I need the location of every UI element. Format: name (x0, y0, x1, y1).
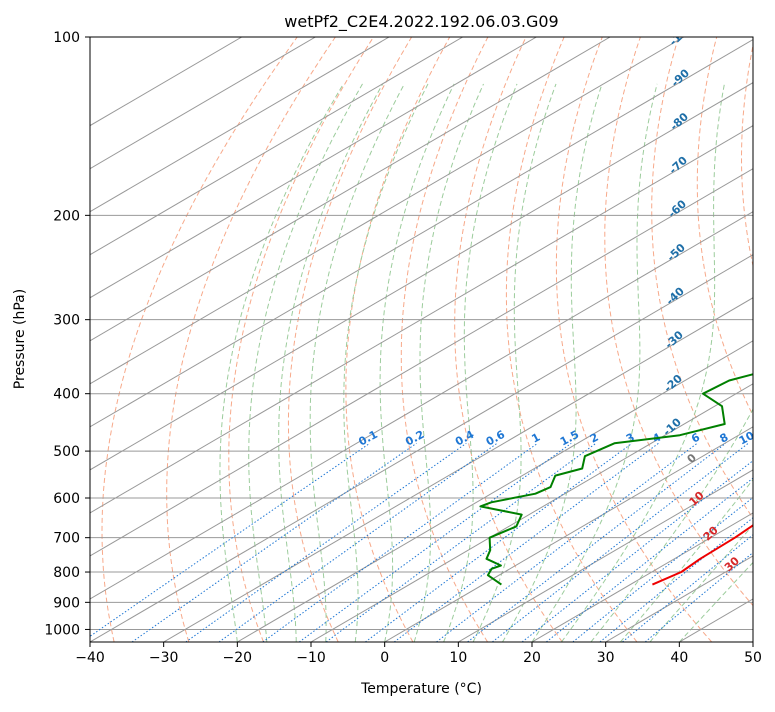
y-tick-label: 900 (53, 595, 80, 611)
x-tick-label: −10 (296, 650, 326, 666)
x-tick-label: 30 (597, 650, 615, 666)
moist-adiabat (532, 84, 657, 642)
moist-adiabat (473, 84, 556, 642)
mixing-ratio-line (600, 443, 775, 642)
mixing-ratio-label: 3 (624, 431, 637, 446)
y-tick-label: 500 (53, 444, 80, 460)
isotherm-gridline (532, 37, 775, 642)
isotherm-label: 0 (685, 451, 700, 466)
x-tick-label: −20 (223, 650, 253, 666)
isotherm-label: -90 (669, 66, 693, 89)
isotherm-label: 20 (701, 523, 721, 543)
moist-adiabat (414, 84, 483, 642)
mixing-ratio-label: 1.5 (558, 428, 581, 449)
dry-adiabat (697, 37, 775, 642)
mixing-ratio-line (132, 443, 417, 642)
plot-frame (90, 37, 753, 642)
y-tick-label: 200 (53, 208, 80, 224)
x-tick-label: 0 (380, 650, 389, 666)
isotherm-label: -20 (661, 372, 685, 395)
dry-adiabat (102, 37, 297, 642)
chart-title: wetPf2_C2E4.2022.192.06.03.G09 (284, 12, 558, 32)
isotherm-gridline (16, 37, 775, 642)
dry-adiabat (556, 37, 711, 642)
isotherm-gridline (0, 37, 757, 642)
mixing-ratio-label: 1 (529, 431, 542, 446)
isotherm-gridline (0, 37, 536, 642)
mixing-ratio-label: 10 (737, 429, 757, 448)
isotherm-gridline (0, 37, 315, 642)
isotherm-label: 10 (687, 489, 707, 509)
moist-adiabat (249, 84, 363, 642)
y-axis-label: Pressure (hPa) (12, 289, 28, 389)
mixing-ratio-line (622, 443, 775, 642)
x-tick-label: 50 (744, 650, 762, 666)
mixing-ratio-line (365, 443, 632, 642)
moist-adiabat (503, 84, 603, 642)
isotherm-gridline (385, 37, 775, 642)
isotherm-label: -40 (664, 284, 688, 307)
mixing-ratio-label: 2 (588, 431, 601, 446)
isotherm-label: -80 (668, 110, 692, 133)
isotherm-gridline (679, 37, 775, 642)
mixing-ratio-label: 0.6 (484, 428, 508, 449)
y-tick-label: 300 (53, 313, 80, 329)
dry-adiabat (506, 37, 637, 642)
moist-adiabat (620, 84, 775, 642)
isotherm-gridline (753, 37, 775, 642)
x-tick-label: 40 (670, 650, 688, 666)
y-tick-label: 100 (53, 30, 80, 46)
dry-adiabat (401, 37, 488, 642)
mixing-ratio-label: 0.1 (356, 428, 379, 449)
isotherm-label: -60 (666, 197, 690, 220)
y-tick-label: 400 (53, 387, 80, 403)
mixing-ratio-line (468, 443, 726, 642)
dry-adiabat (167, 37, 336, 642)
mixing-ratio-line (263, 443, 538, 642)
mixing-ratio-line (186, 443, 467, 642)
x-axis-label: Temperature (°C) (360, 681, 482, 697)
moist-adiabat (380, 84, 454, 642)
y-tick-label: 800 (53, 565, 80, 581)
x-tick-label: −30 (149, 650, 179, 666)
y-tick-label: 700 (53, 531, 80, 547)
x-tick-label: 20 (523, 650, 541, 666)
mixing-ratio-line (82, 443, 370, 642)
plot-area: 0.10.20.40.611.52346810131620253036-100-… (0, 20, 775, 642)
isotherm-gridline (0, 37, 242, 642)
dry-adiabat (742, 37, 775, 642)
isotherm-label: -100 (667, 20, 696, 49)
x-tick-label: 10 (449, 650, 467, 666)
isotherm-label: 40 (749, 581, 769, 601)
isotherm-label: -70 (667, 154, 691, 177)
x-tick-label: −40 (75, 650, 105, 666)
mixing-ratio-label: 8 (718, 431, 731, 446)
dry-adiabat (229, 37, 374, 642)
y-tick-label: 600 (53, 491, 80, 507)
moist-adiabat (679, 84, 775, 642)
isotherm-label: -50 (665, 241, 689, 264)
mixing-ratio-label: 13 (764, 429, 775, 448)
mixing-ratio-label: 0.4 (453, 428, 477, 449)
y-tick-label: 1000 (44, 622, 80, 638)
isotherm-gridline (0, 37, 389, 642)
moist-adiabat (279, 84, 383, 642)
mixing-ratio-line (546, 443, 775, 642)
isotherm-gridline (458, 37, 775, 642)
